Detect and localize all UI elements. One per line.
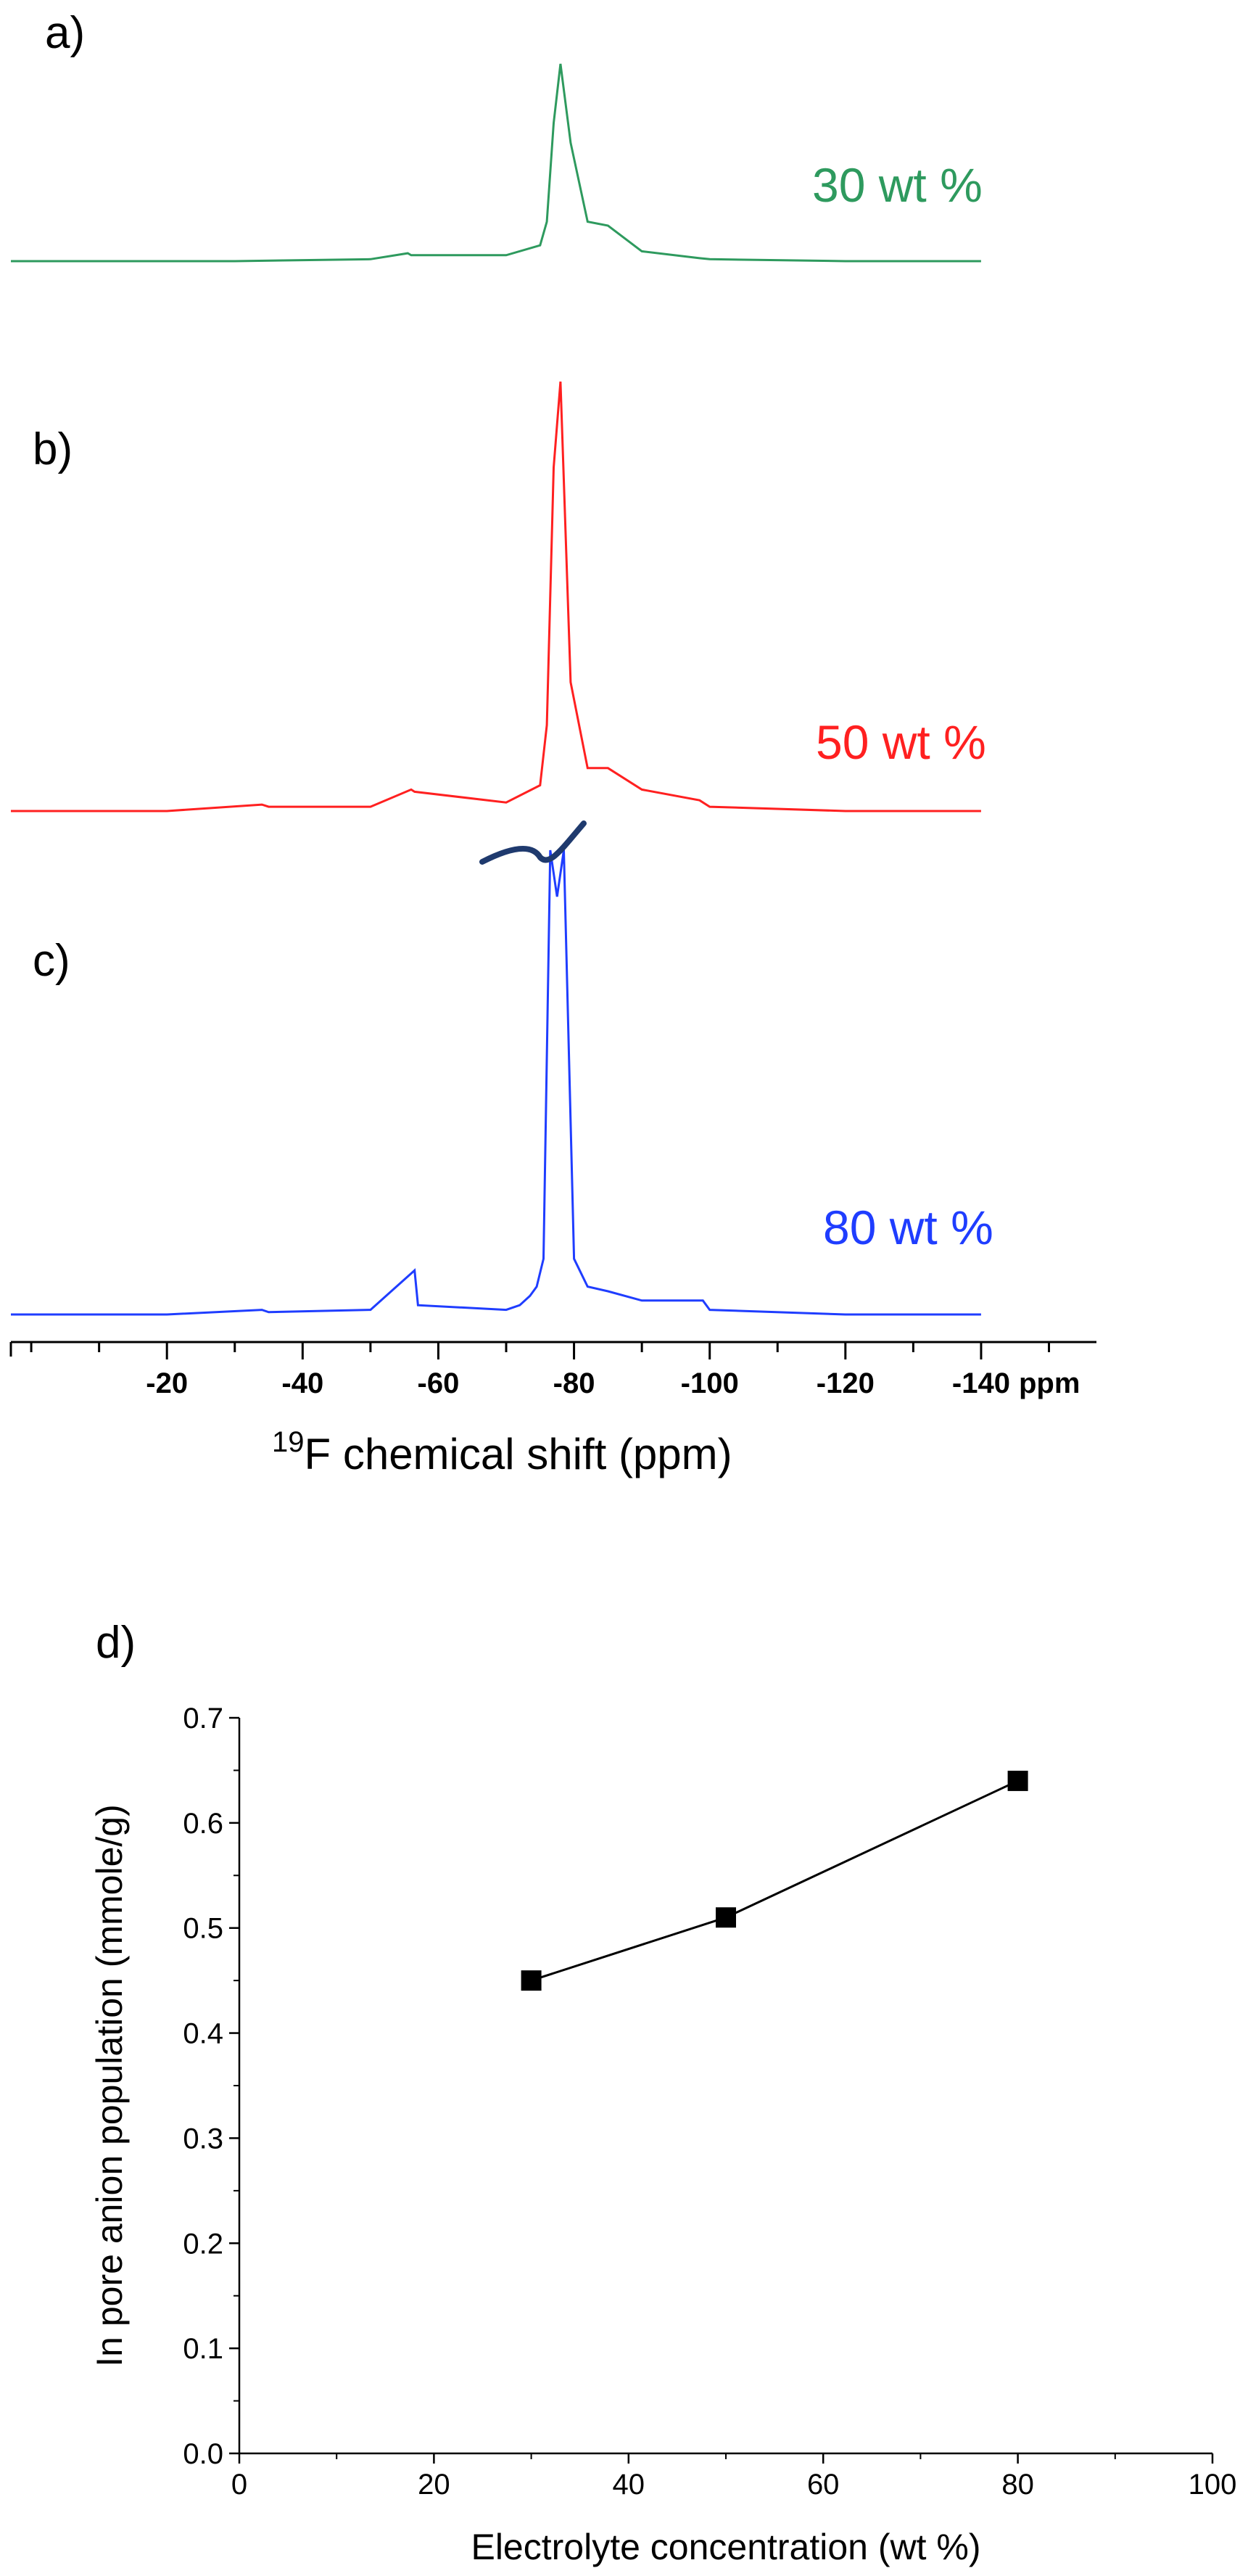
series-label-30wt: 30 wt % <box>812 158 983 212</box>
nmr-x-axis-title: 19F chemical shift (ppm) <box>272 1426 732 1478</box>
chart-x-tick-label: 60 <box>807 2469 840 2501</box>
panel-label-b: b) <box>33 424 73 474</box>
chart-x-tick-label: 0 <box>231 2469 247 2501</box>
axis-break-mark <box>479 820 587 865</box>
nmr-x-axis-title-superscript: 19 <box>272 1426 305 1458</box>
nmr-spectra-figure: a) 30 wt % b) 50 wt % c) 80 wt % -20 -40-… <box>9 8 1096 1478</box>
chart-x-axis-title: Electrolyte concentration (wt %) <box>471 2527 980 2567</box>
chart-y-tick-label: 0.3 <box>183 2123 223 2155</box>
nmr-tick-label: -80 <box>553 1367 595 1399</box>
chart-y-tick-label: 0.5 <box>183 1913 223 1945</box>
spectrum-trace-50wt <box>11 381 981 812</box>
chart-y-tick-label: 0.7 <box>183 1703 223 1735</box>
nmr-tick-label: -140 <box>952 1367 1010 1399</box>
chart-x-ticks: 0 20 40 60 80 100 <box>231 2453 1237 2501</box>
chart-x-tick-label: 100 <box>1189 2469 1237 2501</box>
panel-label-c: c) <box>33 936 70 986</box>
panel-label-a: a) <box>45 8 85 58</box>
chart-data-point <box>716 1907 736 1928</box>
anion-population-chart: d) 0.0 0.1 0.2 0.3 0.4 0.5 0.6 0.7 0 20 40 60 80 100… <box>89 1618 1236 2567</box>
nmr-tick-label: -20 <box>146 1367 188 1399</box>
chart-data-point <box>1007 1770 1028 1791</box>
chart-series-line <box>531 1779 1019 1982</box>
series-label-50wt: 50 wt % <box>816 715 986 769</box>
spectrum-trace-80wt <box>11 849 981 1316</box>
spectrum-trace-30wt <box>11 63 981 263</box>
nmr-x-unit-label: ppm <box>1019 1367 1080 1399</box>
chart-y-tick-label: 0.0 <box>183 2438 223 2470</box>
nmr-x-axis-title-main: F chemical shift (ppm) <box>305 1430 732 1478</box>
nmr-tick-label: -100 <box>681 1367 739 1399</box>
chart-x-tick-label: 80 <box>1001 2469 1034 2501</box>
nmr-x-ticks: -20 -40 -60 -80 -100 -120 -140 <box>9 1342 1051 1399</box>
chart-x-tick-label: 20 <box>418 2469 450 2501</box>
chart-data-point <box>521 1970 542 1991</box>
nmr-tick-label: -60 <box>418 1367 460 1399</box>
chart-y-axis-title: In pore anion population (mmole/g) <box>89 1804 130 2366</box>
series-label-80wt: 80 wt % <box>823 1201 993 1254</box>
chart-y-ticks: 0.0 0.1 0.2 0.3 0.4 0.5 0.6 0.7 <box>183 1703 239 2470</box>
panel-label-d: d) <box>96 1618 136 1668</box>
chart-y-tick-label: 0.6 <box>183 1808 223 1840</box>
chart-series-points <box>521 1770 1028 1991</box>
chart-x-tick-label: 40 <box>613 2469 645 2501</box>
nmr-tick-label: -40 <box>281 1367 323 1399</box>
chart-y-tick-label: 0.2 <box>183 2228 223 2260</box>
nmr-tick-label: -120 <box>817 1367 875 1399</box>
chart-y-tick-label: 0.1 <box>183 2333 223 2365</box>
chart-y-tick-label: 0.4 <box>183 2018 223 2050</box>
